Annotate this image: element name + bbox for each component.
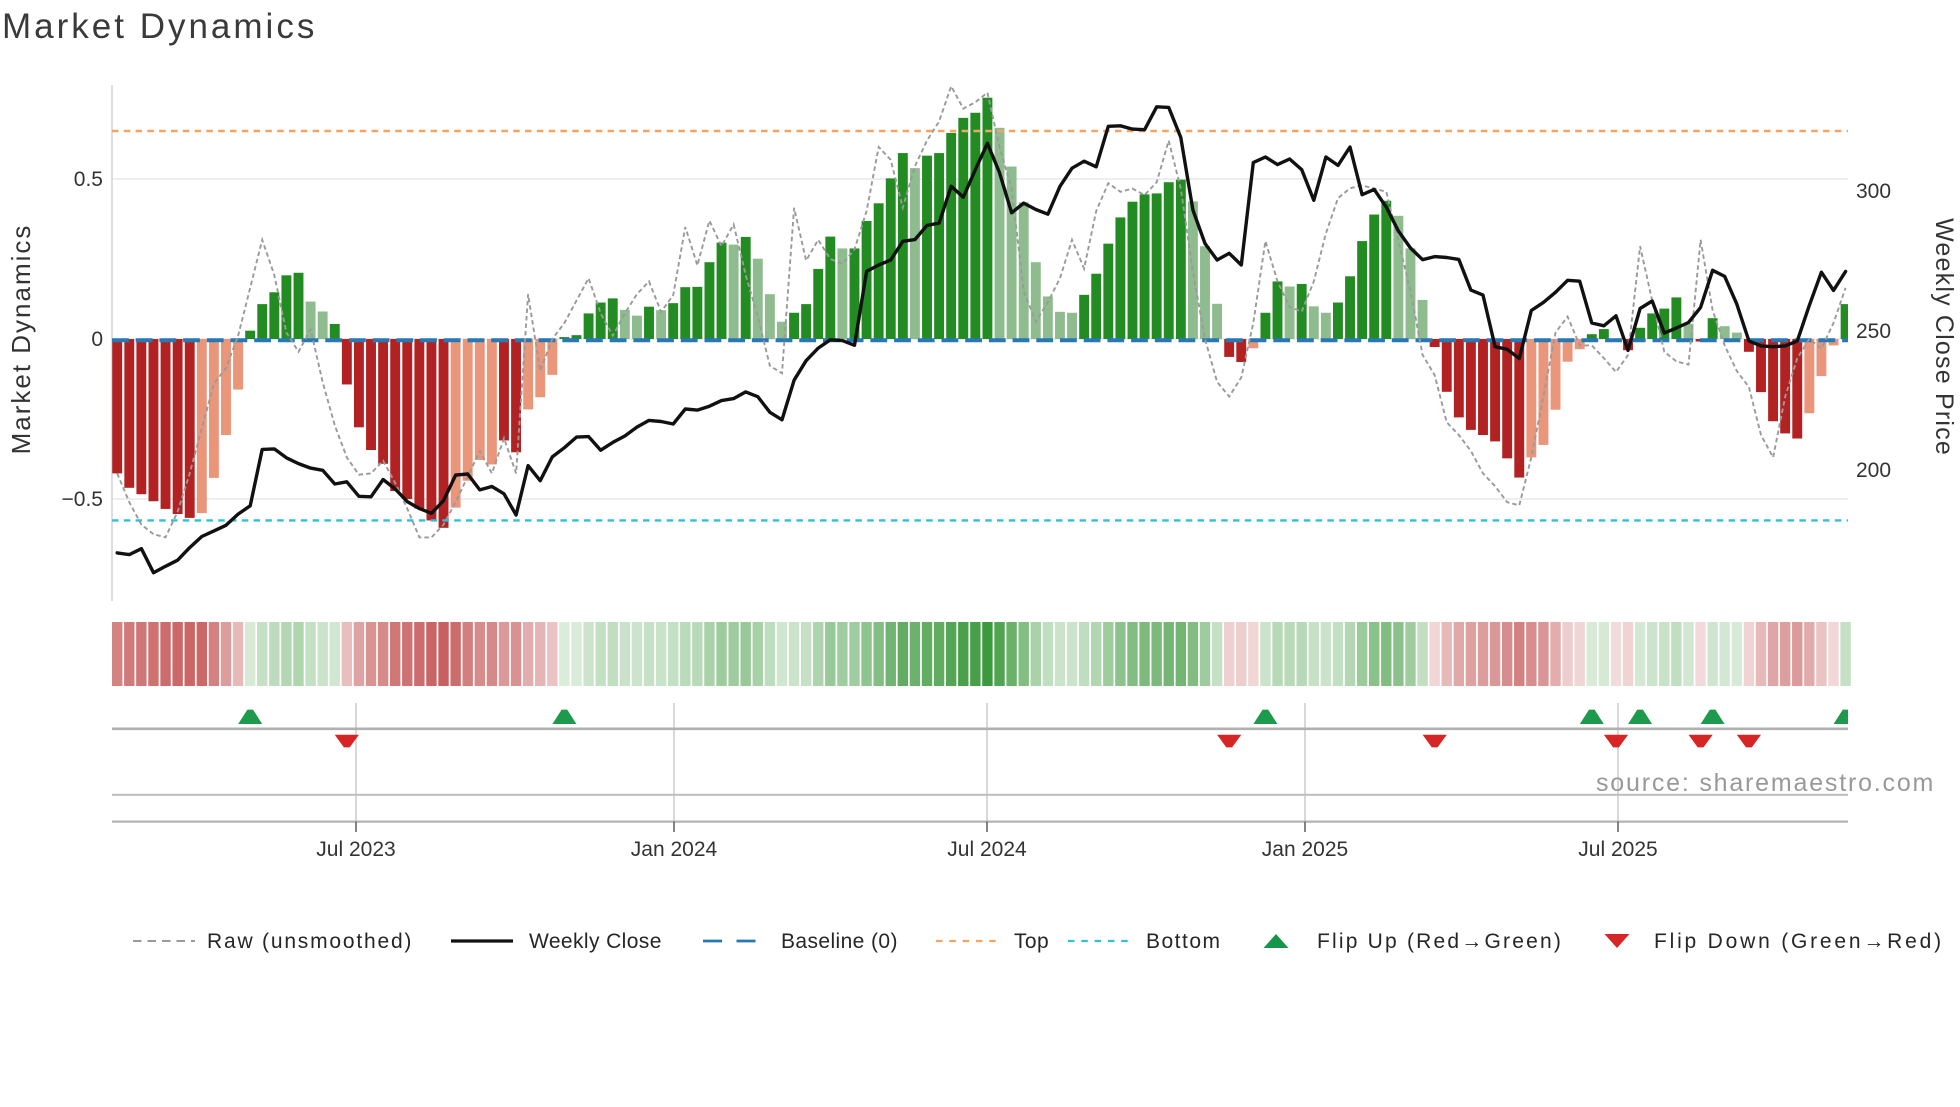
- svg-text:300: 300: [1856, 180, 1891, 203]
- svg-text:0.5: 0.5: [74, 168, 103, 191]
- svg-text:Bottom: Bottom: [1146, 930, 1222, 953]
- svg-text:source: sharemaestro.com: source: sharemaestro.com: [1596, 769, 1935, 797]
- svg-text:200: 200: [1856, 459, 1891, 482]
- svg-text:Flip Down (Green→Red): Flip Down (Green→Red): [1654, 930, 1944, 953]
- svg-text:Jul 2024: Jul 2024: [947, 838, 1027, 861]
- svg-text:Jan 2024: Jan 2024: [631, 838, 718, 861]
- svg-text:Market Dynamics: Market Dynamics: [2, 7, 317, 46]
- svg-text:Weekly Close: Weekly Close: [529, 930, 662, 953]
- svg-text:Baseline (0): Baseline (0): [781, 930, 898, 953]
- svg-text:Raw (unsmoothed): Raw (unsmoothed): [207, 930, 413, 953]
- svg-text:Jan 2025: Jan 2025: [1262, 838, 1348, 861]
- svg-text:Jul 2023: Jul 2023: [316, 838, 395, 861]
- svg-text:Jul 2025: Jul 2025: [1578, 838, 1657, 861]
- svg-text:Flip Up (Red→Green): Flip Up (Red→Green): [1317, 930, 1563, 953]
- svg-text:0: 0: [91, 328, 103, 351]
- svg-text:250: 250: [1856, 320, 1891, 343]
- svg-text:Market Dynamics: Market Dynamics: [6, 224, 36, 455]
- svg-text:Top: Top: [1014, 930, 1049, 953]
- svg-text:Weekly Close Price: Weekly Close Price: [1930, 218, 1958, 456]
- svg-text:−0.5: −0.5: [62, 488, 103, 511]
